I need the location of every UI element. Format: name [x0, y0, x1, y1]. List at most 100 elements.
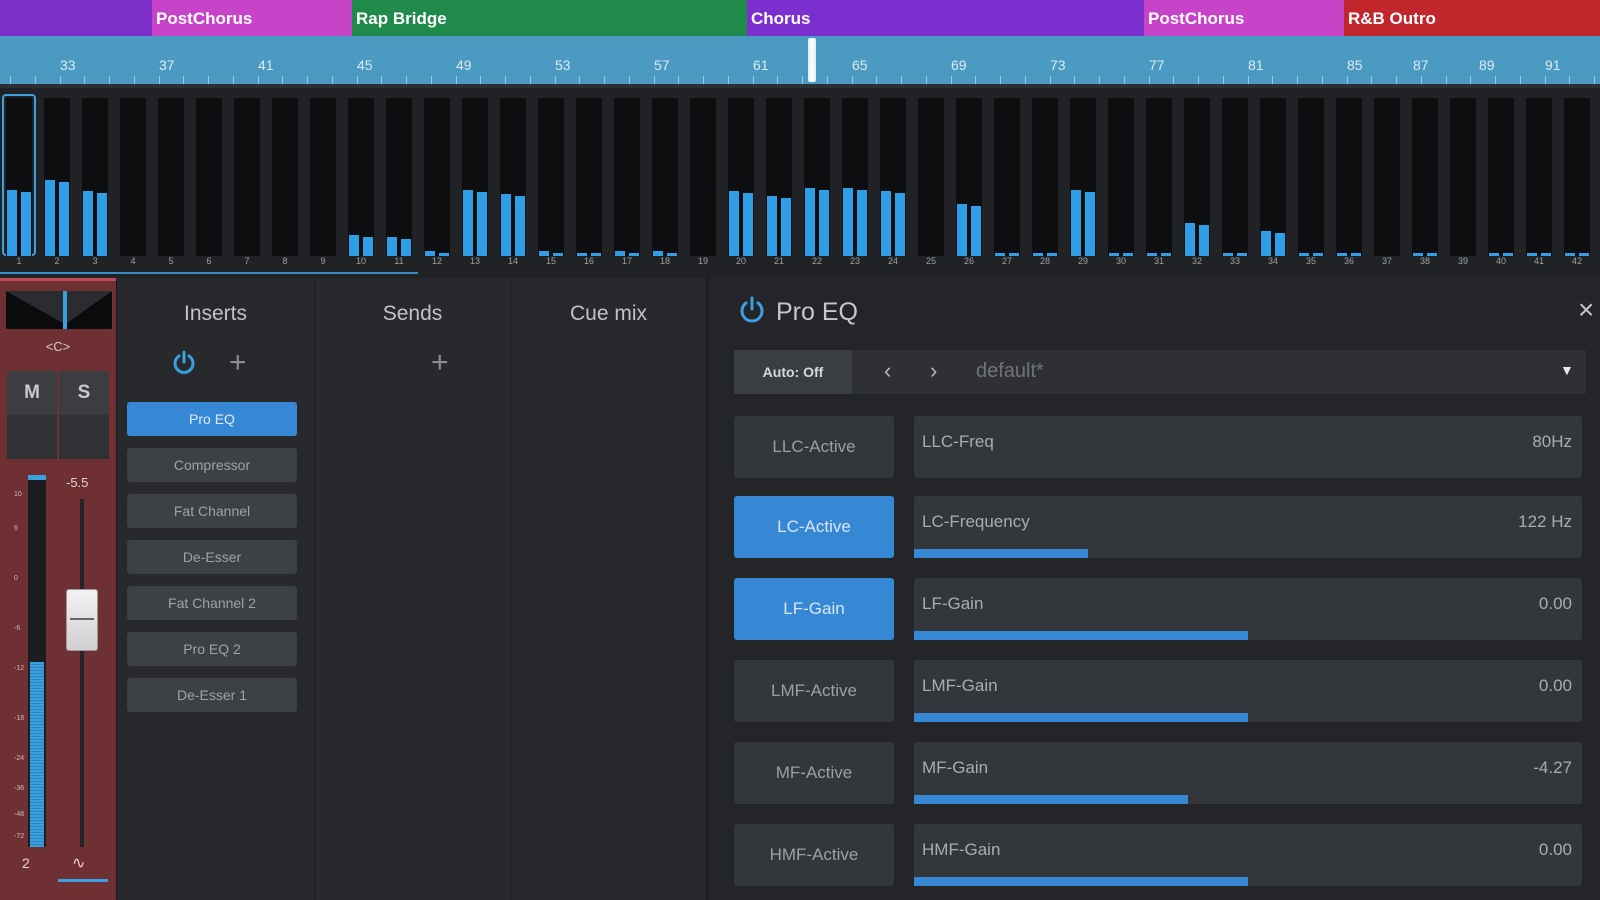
fader-track[interactable] — [80, 499, 84, 847]
record-button[interactable] — [7, 415, 57, 459]
insert-item[interactable]: Compressor — [127, 448, 297, 482]
monitor-button[interactable] — [59, 415, 109, 459]
param-slider[interactable]: LLC-Freq 80Hz — [914, 416, 1582, 478]
param-toggle-button[interactable]: HMF-Active — [734, 824, 894, 886]
param-toggle-button[interactable]: LMF-Active — [734, 660, 894, 722]
channel-meter[interactable] — [576, 98, 602, 256]
insert-item[interactable]: Pro EQ 2 — [127, 632, 297, 666]
section-block[interactable] — [0, 0, 152, 36]
param-slider[interactable]: LC-Frequency 122 Hz — [914, 496, 1582, 558]
channel-meter[interactable] — [766, 98, 792, 256]
channel-meter[interactable] — [1450, 98, 1476, 256]
meter-level-bar — [477, 192, 487, 256]
channel-meter[interactable] — [1526, 98, 1552, 256]
insert-item[interactable]: Pro EQ — [127, 402, 297, 436]
param-toggle-button[interactable]: LLC-Active — [734, 416, 894, 478]
channel-meter[interactable] — [956, 98, 982, 256]
channel-meter[interactable] — [804, 98, 830, 256]
channel-meter[interactable] — [1336, 98, 1362, 256]
solo-button[interactable]: S — [59, 371, 109, 415]
channel-meter[interactable] — [690, 98, 716, 256]
channel-meter[interactable] — [6, 98, 32, 256]
channel-meter[interactable] — [44, 98, 70, 256]
param-slider[interactable]: HMF-Gain 0.00 — [914, 824, 1582, 886]
insert-item[interactable]: De-Esser 1 — [127, 678, 297, 712]
channel-meter[interactable] — [918, 98, 944, 256]
chevron-right-icon[interactable]: › — [930, 358, 938, 383]
ruler-tick — [109, 76, 110, 84]
channel-meter[interactable] — [1488, 98, 1514, 256]
channel-meter[interactable] — [1070, 98, 1096, 256]
channel-meter[interactable] — [1108, 98, 1134, 256]
param-name: LC-Frequency — [922, 512, 1030, 531]
section-block[interactable]: PostChorus — [1144, 0, 1344, 36]
channel-meter[interactable] — [842, 98, 868, 256]
channel-meter[interactable] — [234, 98, 260, 256]
channel-meter[interactable] — [1184, 98, 1210, 256]
param-slider[interactable]: LF-Gain 0.00 — [914, 578, 1582, 640]
waveform-icon[interactable]: ∿ — [72, 855, 86, 872]
channel-meter[interactable] — [1146, 98, 1172, 256]
plugin-title: Pro EQ — [776, 298, 858, 326]
channel-number-label: 14 — [507, 256, 518, 266]
param-slider[interactable]: LMF-Gain 0.00 — [914, 660, 1582, 722]
add-insert-icon[interactable]: + — [229, 346, 247, 379]
param-toggle-button[interactable]: LC-Active — [734, 496, 894, 558]
channel-meter[interactable] — [1260, 98, 1286, 256]
preset-name[interactable]: default* — [976, 360, 1044, 382]
automation-button[interactable]: Auto: Off — [734, 350, 852, 394]
add-send-icon[interactable]: + — [431, 346, 449, 379]
channel-meter[interactable] — [880, 98, 906, 256]
channel-meter[interactable] — [1298, 98, 1324, 256]
inserts-title[interactable]: Inserts — [183, 302, 248, 325]
insert-item[interactable]: Fat Channel — [127, 494, 297, 528]
channel-meter[interactable] — [1032, 98, 1058, 256]
playhead[interactable] — [808, 38, 816, 82]
channel-meter[interactable] — [272, 98, 298, 256]
meter-level-bar — [1565, 253, 1575, 256]
pan-control[interactable] — [6, 291, 112, 329]
param-value: -4.27 — [1533, 758, 1572, 777]
channel-meter[interactable] — [1412, 98, 1438, 256]
channel-meter[interactable] — [652, 98, 678, 256]
chevron-left-icon[interactable]: ‹ — [884, 358, 892, 383]
insert-item[interactable]: Fat Channel 2 — [127, 586, 297, 620]
meter-level-bar — [767, 196, 777, 256]
channel-meter[interactable] — [462, 98, 488, 256]
timeline-ruler[interactable]: 33 37 41 45 49 53 57 61 65 69 73 77 81 85 87 89 91 — [0, 36, 1600, 84]
section-block[interactable]: PostChorus — [152, 0, 352, 36]
mute-button[interactable]: M — [7, 371, 57, 415]
volume-fader[interactable] — [66, 589, 98, 651]
channel-meter[interactable] — [82, 98, 108, 256]
cue-mix-title[interactable]: Cue mix — [569, 302, 648, 325]
section-block[interactable]: Rap Bridge — [352, 0, 747, 36]
channel-meter[interactable] — [728, 98, 754, 256]
channel-meter[interactable] — [424, 98, 450, 256]
channel-meter[interactable] — [158, 98, 184, 256]
channel-meter[interactable] — [120, 98, 146, 256]
channel-meter[interactable] — [348, 98, 374, 256]
channel-meter[interactable] — [538, 98, 564, 256]
chevron-down-icon[interactable]: ▼ — [1560, 362, 1574, 378]
section-block[interactable]: R&B Outro — [1344, 0, 1600, 36]
channel-meter[interactable] — [994, 98, 1020, 256]
channel-meter[interactable] — [1222, 98, 1248, 256]
channel-meter[interactable] — [1564, 98, 1590, 256]
meter-level-bar — [1351, 253, 1361, 256]
power-icon[interactable] — [171, 350, 197, 376]
section-block[interactable]: Chorus — [747, 0, 1144, 36]
insert-item[interactable]: De-Esser — [127, 540, 297, 574]
channel-meter[interactable] — [386, 98, 412, 256]
channel-number-label: 21 — [773, 256, 784, 266]
power-icon[interactable] — [738, 296, 766, 324]
channel-meter[interactable] — [310, 98, 336, 256]
param-slider[interactable]: MF-Gain -4.27 — [914, 742, 1582, 804]
close-icon[interactable]: × — [1578, 294, 1595, 325]
param-toggle-button[interactable]: LF-Gain — [734, 578, 894, 640]
sends-title[interactable]: Sends — [382, 302, 443, 325]
channel-meter[interactable] — [614, 98, 640, 256]
channel-meter[interactable] — [1374, 98, 1400, 256]
param-toggle-button[interactable]: MF-Active — [734, 742, 894, 804]
channel-meter[interactable] — [196, 98, 222, 256]
channel-meter[interactable] — [500, 98, 526, 256]
